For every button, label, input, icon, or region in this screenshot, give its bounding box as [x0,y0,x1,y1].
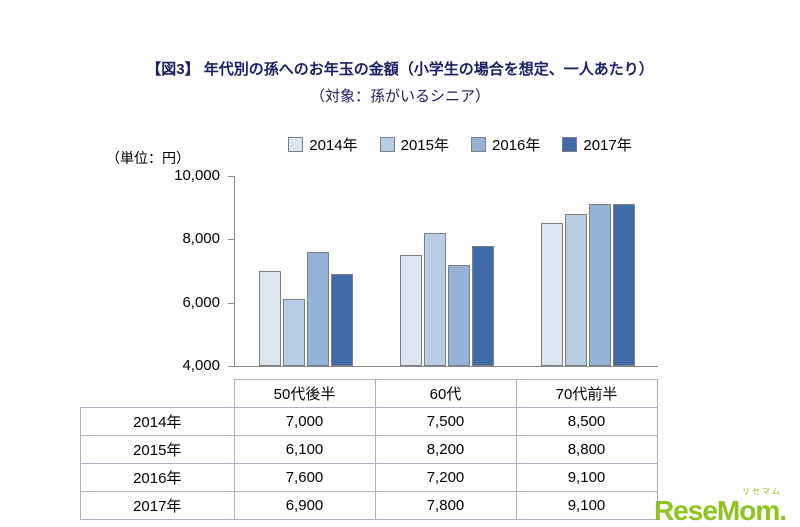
table-row: 2015年 6,100 8,200 8,800 [80,435,658,464]
y-tick-mark [228,303,234,304]
table-cell: 9,100 [515,463,658,492]
legend-item: 2016年 [471,134,540,155]
legend-item: 2014年 [288,134,358,155]
table-cell: 7,200 [374,463,517,492]
table-row-label: 2015年 [80,435,235,464]
bar-group [376,176,517,366]
table-cell: 8,200 [374,435,517,464]
bar-group [235,176,376,366]
legend-label: 2016年 [492,137,541,154]
table-cell: 7,800 [374,491,517,520]
plot-area [234,176,658,367]
resemom-logo: リセマム ReseMom. [653,487,787,526]
table-column-header: 60代 [374,379,517,408]
table-cell: 7,500 [374,407,517,436]
legend-item: 2015年 [379,134,449,155]
table-cell: 6,900 [233,491,376,520]
chart-title: 【図3】 年代別の孫へのお年玉の金額（小学生の場合を想定、一人あたり） （対象：… [0,58,800,106]
y-tick-label: 4,000 [182,357,220,374]
bar [423,233,446,366]
legend: 2014年 2015年 2016年 2017年 [130,134,790,155]
table-cell: 6,100 [233,435,376,464]
bar [306,252,329,366]
table-row: 2014年 7,000 7,500 8,500 [80,407,658,436]
unit-label: （単位：円） [106,150,190,166]
y-tick-mark [228,239,234,240]
table-cell: 7,000 [233,407,376,436]
table-row-label: 2016年 [80,463,235,492]
bar [447,265,470,366]
table-cell: 8,500 [515,407,658,436]
legend-swatch [379,137,395,152]
table-column-header: 50代後半 [233,379,376,408]
table-row: 2017年 6,900 7,800 9,100 [80,491,658,520]
y-tick-mark [228,176,234,177]
table-row: 2016年 7,600 7,200 9,100 [80,463,658,492]
y-tick-label: 10,000 [174,167,220,184]
table-cell: 9,100 [515,491,658,520]
table-header-row: 50代後半 60代 70代前半 [81,379,658,408]
legend-label: 2014年 [309,137,358,154]
bar [258,271,281,366]
data-table: 50代後半 60代 70代前半 2014年 7,000 7,500 8,500 2015年 6,… [80,379,658,520]
table-cell: 8,800 [515,435,658,464]
legend-label: 2015年 [400,137,449,154]
chart-title-line2: （対象：孫がいるシニア） [309,88,490,105]
logo-subtext: リセマム [742,487,782,496]
bar [471,246,494,366]
legend-swatch [562,137,578,152]
bar [564,214,587,366]
bar [540,223,563,366]
bar-group [517,176,658,366]
legend-item: 2017年 [562,134,632,155]
table-column-header: 70代前半 [515,379,658,408]
bar [330,274,353,366]
table-cell: 7,600 [233,463,376,492]
y-tick-label: 6,000 [182,293,220,311]
legend-swatch [288,137,304,152]
y-tick-mark [228,366,234,367]
bar [612,204,635,366]
bar [399,255,422,366]
table-corner-cell [81,380,235,408]
table-row-label: 2017年 [80,491,235,520]
legend-label: 2017年 [583,137,632,154]
y-tick-label: 8,000 [182,230,220,248]
logo-text: ReseMom. [653,495,787,526]
chart-title-line1: 【図3】 年代別の孫へのお年玉の金額（小学生の場合を想定、一人あたり） [146,61,654,78]
legend-swatch [471,137,486,152]
table-row-label: 2014年 [80,407,235,436]
bar [282,299,305,366]
bar [588,204,611,366]
